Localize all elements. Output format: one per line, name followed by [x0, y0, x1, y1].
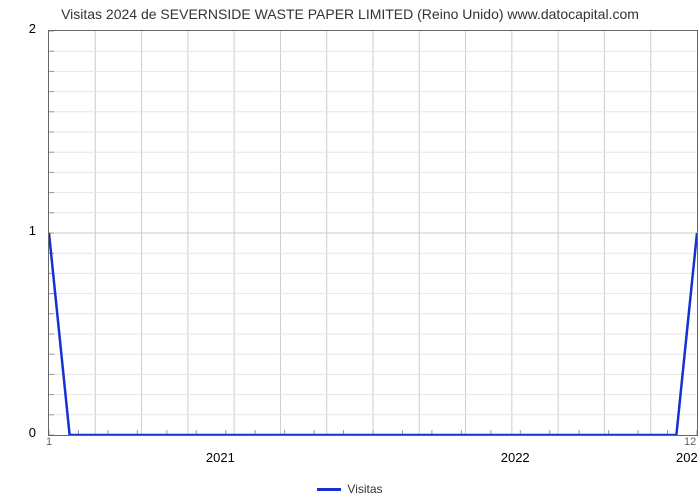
- y-tick-label: 2: [0, 21, 36, 36]
- legend: Visitas: [0, 478, 700, 497]
- chart-container: Visitas 2024 de SEVERNSIDE WASTE PAPER L…: [0, 0, 700, 500]
- plot-svg: [49, 31, 697, 435]
- plot-area: [48, 30, 698, 436]
- x-scale-min: 1: [46, 436, 52, 448]
- x-tick-label-cutoff: 202: [676, 450, 700, 465]
- chart-title: Visitas 2024 de SEVERNSIDE WASTE PAPER L…: [0, 6, 700, 22]
- legend-label: Visitas: [347, 482, 382, 496]
- y-tick-label: 0: [0, 425, 36, 440]
- legend-swatch: [317, 488, 341, 491]
- x-scale-max: 12: [684, 436, 696, 448]
- x-tick-label: 2022: [485, 450, 545, 465]
- legend-item-visitas: Visitas: [317, 482, 382, 496]
- y-tick-label: 1: [0, 223, 36, 238]
- x-tick-label: 2021: [190, 450, 250, 465]
